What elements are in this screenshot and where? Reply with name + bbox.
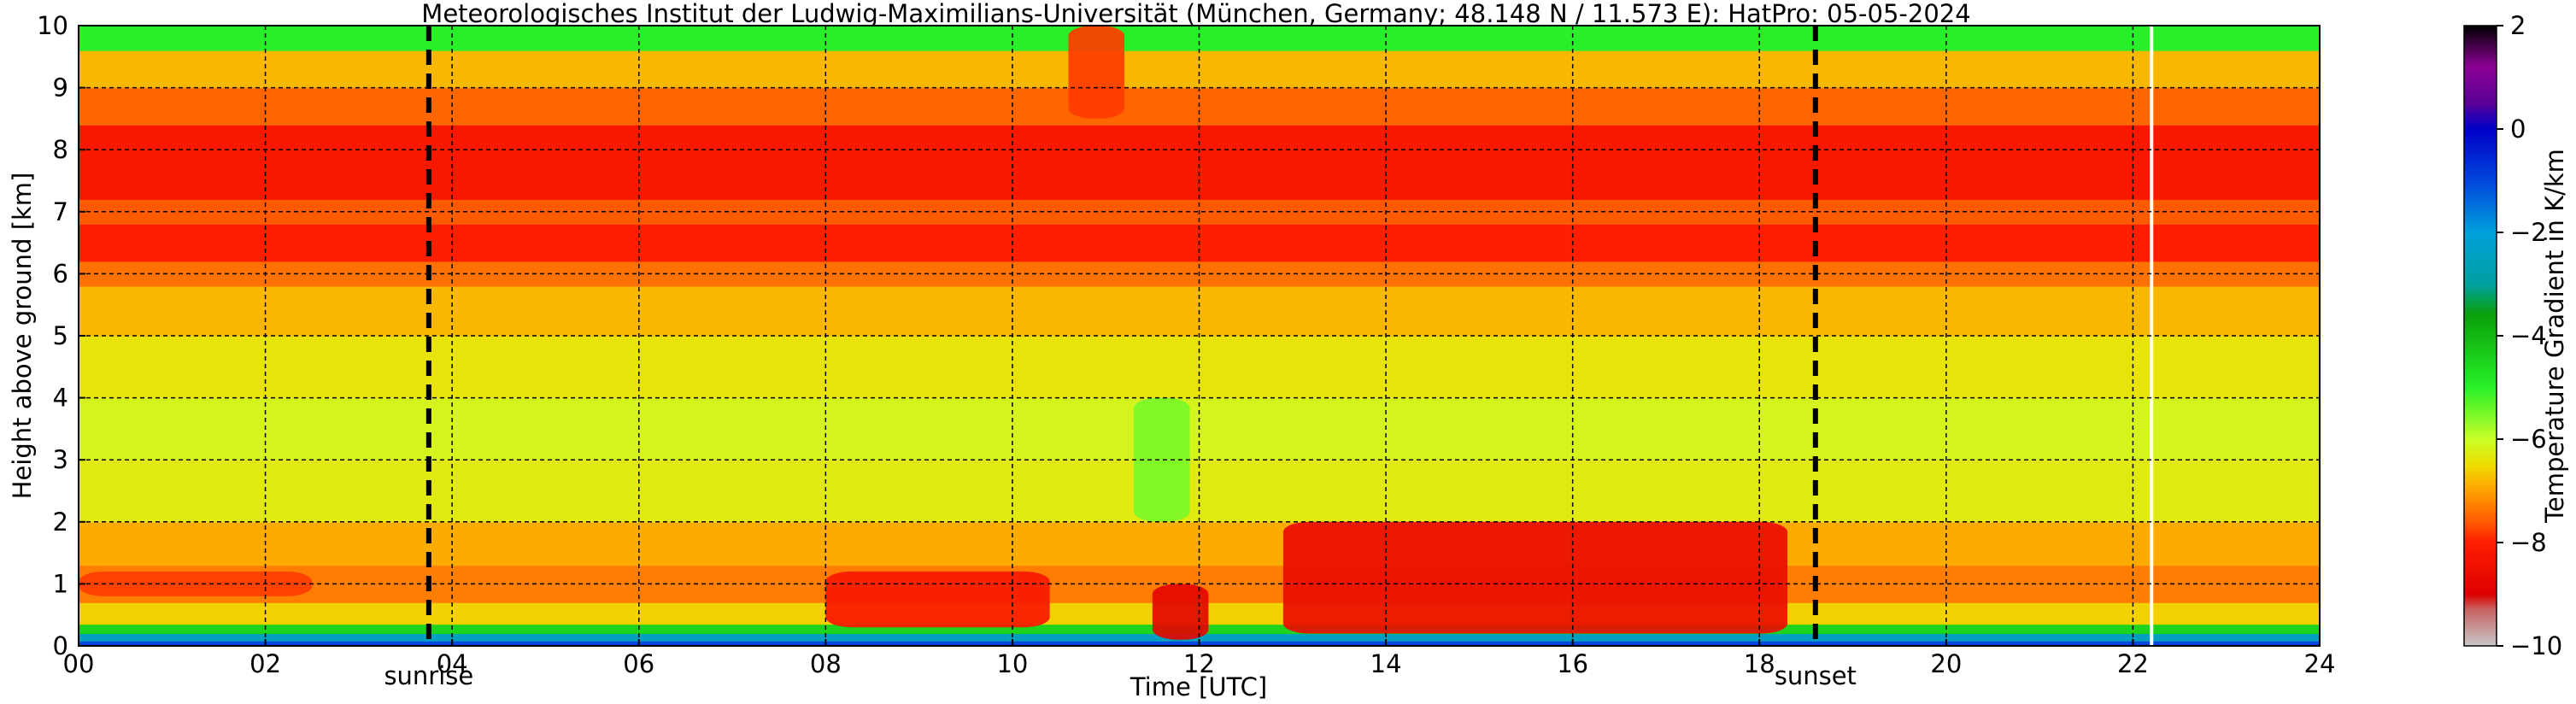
y-tick-label: 4 xyxy=(53,384,68,413)
x-axis-ticks: 00 02 04 06 08 10 12 14 16 18 20 22 24 xyxy=(63,639,2336,678)
x-tick-label: 16 xyxy=(1557,649,1588,678)
y-tick-label: 7 xyxy=(53,197,68,226)
heatmap-feature xyxy=(825,571,1050,628)
x-tick-label: 04 xyxy=(437,649,468,678)
x-tick-label: 02 xyxy=(249,649,281,678)
x-tick-label: 24 xyxy=(2304,649,2336,678)
x-tick-label: 08 xyxy=(810,649,842,678)
y-tick-label: 1 xyxy=(53,569,68,598)
y-tick-label: 2 xyxy=(53,507,68,537)
y-tick-label: 0 xyxy=(53,631,68,660)
colorbar-tick-label: −10 xyxy=(2510,631,2562,660)
x-tick-label: 10 xyxy=(996,649,1028,678)
y-tick-label: 10 xyxy=(37,11,68,40)
x-axis-label: Time [UTC] xyxy=(1130,672,1267,701)
colorbar-tick-label: −6 xyxy=(2510,425,2547,454)
sun-markers: sunrise sunset xyxy=(384,26,1857,690)
colorbar: 2 0 −2 −4 −6 −8 −10 Temperature Gradient in K/… xyxy=(2463,11,2569,660)
colorbar-tick-label: −4 xyxy=(2510,321,2547,350)
heatmap-feature xyxy=(1068,26,1125,119)
y-tick-label: 9 xyxy=(53,73,68,103)
x-tick-label: 14 xyxy=(1370,649,1402,678)
heatmap-feature xyxy=(1133,397,1190,522)
grid-lines xyxy=(79,26,2320,646)
x-tick-label: 20 xyxy=(1930,649,1962,678)
colorbar-tick-label: −8 xyxy=(2510,528,2547,557)
colorbar-gradient xyxy=(2463,25,2497,647)
y-axis-label: Height above ground [km] xyxy=(8,173,37,500)
y-tick-label: 5 xyxy=(53,321,68,350)
x-tick-label: 18 xyxy=(1744,649,1775,678)
y-axis-ticks: 0 1 2 3 4 5 6 7 8 9 10 xyxy=(37,11,85,660)
y-tick-label: 8 xyxy=(53,135,68,164)
y-tick-label: 3 xyxy=(53,445,68,474)
sunset-label: sunset xyxy=(1775,661,1857,690)
colorbar-tick-label: 2 xyxy=(2510,11,2526,40)
heatmap-layer xyxy=(79,633,2320,642)
heatmap-feature xyxy=(1282,521,1788,634)
chart-title: Meteorologisches Institut der Ludwig-Max… xyxy=(421,0,1970,28)
x-tick-label: 22 xyxy=(2117,649,2149,678)
x-tick-label: 12 xyxy=(1183,649,1215,678)
colorbar-ticks: 2 0 −2 −4 −6 −8 −10 xyxy=(2497,11,2562,660)
x-tick-label: 00 xyxy=(63,649,95,678)
x-tick-label: 06 xyxy=(623,649,654,678)
heatmap-feature xyxy=(1152,584,1209,640)
colorbar-tick-label: −2 xyxy=(2510,218,2547,247)
y-tick-label: 6 xyxy=(53,259,68,288)
colorbar-label: Temperature Gradient in K/km xyxy=(2540,149,2569,524)
sunrise-label: sunrise xyxy=(384,661,473,690)
colorbar-tick-label: 0 xyxy=(2510,114,2526,144)
